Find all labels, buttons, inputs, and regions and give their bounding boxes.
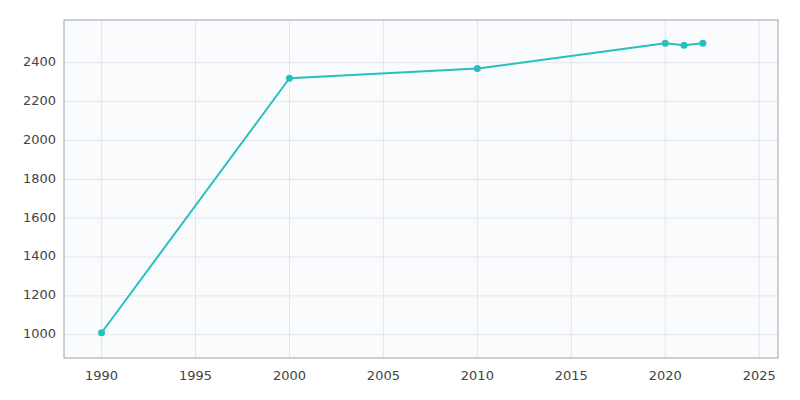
y-tick-label: 2400 (23, 54, 56, 69)
point (286, 75, 293, 82)
x-grid-line (665, 20, 666, 358)
y-grid-line (64, 218, 778, 219)
x-tick-label: 2000 (273, 368, 306, 383)
y-grid-line (64, 334, 778, 335)
x-grid-line (289, 20, 290, 358)
x-tick-label: 2025 (743, 368, 776, 383)
y-grid-line (64, 256, 778, 257)
chart-svg: 1990 1995 2000 2005 2010 2015 2020 2025 1000 1200… (0, 0, 800, 400)
point (662, 40, 669, 47)
point (681, 42, 688, 49)
y-grid-line (64, 101, 778, 102)
y-tick-label: 1000 (23, 326, 56, 341)
point (699, 40, 706, 47)
x-grid-line (759, 20, 760, 358)
point (474, 65, 481, 72)
y-tick-label: 1800 (23, 171, 56, 186)
y-tick-label: 1200 (23, 287, 56, 302)
grid (64, 20, 778, 358)
x-tick-label: 1990 (85, 368, 118, 383)
x-grid-line (383, 20, 384, 358)
plot-background (64, 20, 778, 358)
y-grid-line (64, 179, 778, 180)
y-tick-label: 1600 (23, 210, 56, 225)
plot-frame (64, 20, 778, 358)
x-grid-line (571, 20, 572, 358)
y-grid-line (64, 140, 778, 141)
x-grid-line (101, 20, 102, 358)
line (102, 43, 703, 332)
point (98, 329, 105, 336)
x-tick-label: 2005 (367, 368, 400, 383)
y-grid-line (64, 295, 778, 296)
y-tick-label: 2200 (23, 93, 56, 108)
data-layer (98, 40, 706, 336)
y-tick-label: 2000 (23, 132, 56, 147)
chart-container: 1990 1995 2000 2005 2010 2015 2020 2025 1000 1200… (0, 0, 800, 400)
x-tick-label: 2015 (555, 368, 588, 383)
x-tick-label: 2020 (649, 368, 682, 383)
x-tick-label: 2010 (461, 368, 494, 383)
y-grid-line (64, 62, 778, 63)
x-grid-line (195, 20, 196, 358)
x-tick-label: 1995 (179, 368, 212, 383)
tick-labels: 1990 1995 2000 2005 2010 2015 2020 2025 1000 1200… (23, 54, 776, 383)
y-tick-label: 1400 (23, 248, 56, 263)
